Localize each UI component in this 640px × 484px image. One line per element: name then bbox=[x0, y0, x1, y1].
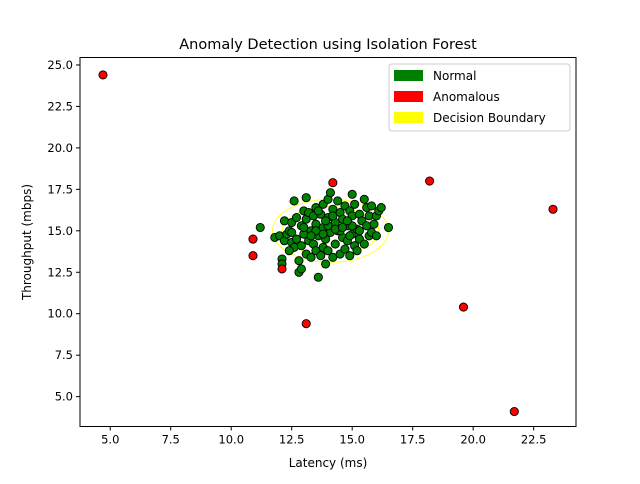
anomalous-point bbox=[277, 264, 287, 274]
normal-point bbox=[301, 193, 311, 203]
normal-point bbox=[376, 203, 386, 213]
legend-box bbox=[388, 63, 571, 132]
normal-point bbox=[328, 211, 338, 221]
legend-swatch bbox=[394, 70, 423, 81]
normal-point bbox=[289, 196, 299, 206]
normal-point bbox=[255, 222, 265, 233]
legend-label: Decision Boundary bbox=[433, 111, 546, 125]
normal-point bbox=[330, 239, 340, 249]
anomalous-point bbox=[509, 407, 519, 417]
anomalous-point bbox=[458, 302, 469, 312]
x-tick-label: 22.5 bbox=[521, 433, 547, 447]
normal-point bbox=[371, 231, 381, 241]
legend-swatch bbox=[394, 91, 423, 102]
normal-point bbox=[318, 229, 328, 239]
normal-point bbox=[316, 251, 326, 261]
normal-point bbox=[294, 256, 304, 266]
normal-point bbox=[299, 222, 309, 233]
normal-point bbox=[340, 244, 350, 254]
normal-point bbox=[330, 224, 340, 234]
anomalous-point bbox=[98, 70, 108, 80]
normal-point bbox=[345, 251, 355, 261]
normal-point bbox=[287, 227, 297, 238]
x-tick-label: 7.5 bbox=[162, 433, 180, 447]
x-tick-label: 12.5 bbox=[279, 433, 305, 447]
x-tick-label: 10.0 bbox=[218, 433, 244, 447]
y-tick-label: 17.5 bbox=[47, 182, 73, 196]
x-tick-label: 20.0 bbox=[460, 433, 486, 447]
y-tick-label: 15.0 bbox=[47, 224, 73, 238]
normal-point bbox=[345, 231, 355, 241]
plot-frame bbox=[79, 57, 577, 427]
y-axis-label: Throughput (mbps) bbox=[20, 184, 34, 301]
normal-point bbox=[328, 252, 338, 262]
normal-point bbox=[333, 196, 343, 206]
anomalous-point bbox=[425, 176, 435, 186]
normal-point bbox=[342, 216, 352, 226]
y-tick-label: 12.5 bbox=[47, 265, 73, 279]
normal-point bbox=[296, 264, 306, 274]
y-tick-label: 7.5 bbox=[55, 348, 73, 362]
legend-swatch bbox=[394, 112, 423, 123]
anomalous-point bbox=[548, 204, 558, 214]
normal-point bbox=[367, 201, 377, 211]
normal-point bbox=[306, 252, 316, 262]
anomalous-point bbox=[248, 234, 258, 244]
x-tick-label: 15.0 bbox=[339, 433, 365, 447]
normal-point bbox=[321, 259, 331, 269]
y-tick-label: 20.0 bbox=[47, 141, 73, 155]
normal-point bbox=[306, 231, 316, 241]
normal-point bbox=[347, 189, 357, 199]
normal-point bbox=[284, 246, 294, 256]
normal-point bbox=[323, 246, 333, 256]
normal-point bbox=[352, 246, 362, 256]
normal-point bbox=[383, 222, 394, 233]
x-tick-label: 17.5 bbox=[400, 433, 426, 447]
legend-label: Anomalous bbox=[433, 90, 500, 104]
normal-point bbox=[350, 199, 360, 209]
x-tick-label: 5.0 bbox=[101, 433, 119, 447]
normal-point bbox=[359, 239, 369, 249]
normal-point bbox=[354, 226, 365, 236]
normal-point bbox=[291, 212, 302, 223]
normal-point bbox=[313, 272, 323, 282]
legend-label: Normal bbox=[433, 69, 476, 83]
normal-point bbox=[291, 234, 302, 244]
anomalous-point bbox=[301, 319, 311, 329]
normal-point bbox=[325, 188, 335, 198]
anomalous-point bbox=[248, 251, 258, 261]
normal-point bbox=[279, 216, 289, 226]
normal-point bbox=[321, 216, 331, 226]
y-tick-label: 22.5 bbox=[47, 99, 73, 113]
legend: Normal Anomalous Decision Boundary bbox=[388, 63, 571, 132]
y-tick-label: 5.0 bbox=[55, 390, 73, 404]
normal-point bbox=[313, 206, 323, 216]
chart-title: Anomaly Detection using Isolation Forest bbox=[179, 37, 477, 53]
x-axis-label: Latency (ms) bbox=[289, 456, 368, 470]
normal-point bbox=[337, 222, 348, 233]
y-tick-label: 25.0 bbox=[47, 58, 73, 72]
anomalous-point bbox=[328, 178, 338, 188]
y-tick-label: 10.0 bbox=[47, 307, 73, 321]
normal-point bbox=[359, 194, 369, 204]
normal-point bbox=[296, 241, 306, 251]
normal-point bbox=[369, 219, 379, 229]
